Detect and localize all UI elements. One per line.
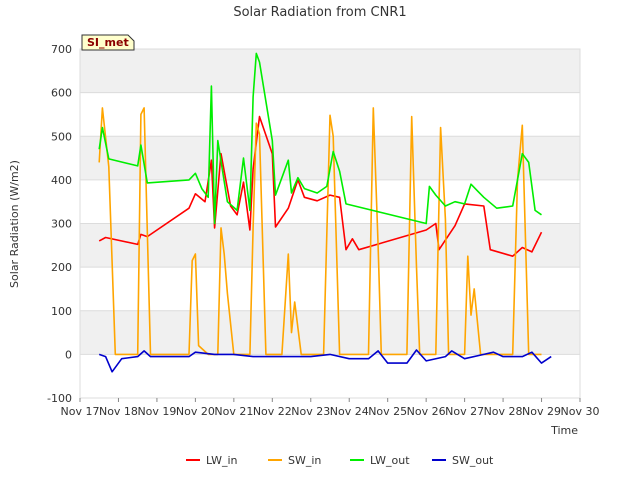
series-line-lw-in bbox=[98, 115, 543, 258]
chart-title: Solar Radiation from CNR1 bbox=[233, 5, 406, 20]
x-tick-label: Nov 21 bbox=[214, 405, 253, 418]
station-badge: SI_met bbox=[81, 34, 135, 51]
series-line-sw-out bbox=[98, 349, 552, 373]
legend-item-label: LW_out bbox=[370, 454, 410, 467]
series-layer bbox=[98, 52, 552, 373]
x-tick-label: Nov 18 bbox=[99, 405, 138, 418]
x-tick-label: Nov 20 bbox=[176, 405, 215, 418]
y-tick-label: 700 bbox=[51, 43, 72, 56]
plot-background-bands bbox=[80, 49, 580, 398]
y-tick-label: 0 bbox=[65, 348, 72, 361]
station-badge-box bbox=[81, 34, 135, 51]
x-tick-label: Nov 17 bbox=[61, 405, 100, 418]
y-tick-label: 200 bbox=[51, 261, 72, 274]
x-axis-label: Time bbox=[550, 424, 578, 437]
x-tick-label: Nov 24 bbox=[330, 405, 369, 418]
series-line-lw-out bbox=[98, 52, 542, 225]
plot-band bbox=[80, 49, 580, 93]
y-tick-label: -100 bbox=[47, 392, 72, 405]
y-tick-label: 600 bbox=[51, 87, 72, 100]
x-tick-label: Nov 27 bbox=[445, 405, 484, 418]
plot-area bbox=[79, 48, 581, 399]
legend-item-label: SW_out bbox=[452, 454, 494, 467]
x-tick-label: Nov 26 bbox=[407, 405, 446, 418]
x-tick-label: Nov 28 bbox=[484, 405, 523, 418]
y-axis-label: Solar Radiation (W/m2) bbox=[8, 160, 21, 288]
x-axis-ticks: Nov 17 Nov 18 Nov 19 Nov 20 Nov 21 Nov 22 Nov … bbox=[61, 398, 600, 418]
plot-band bbox=[80, 179, 580, 224]
plot-band bbox=[80, 267, 580, 311]
y-tick-label: 500 bbox=[51, 130, 72, 143]
x-tick-label: Nov 23 bbox=[291, 405, 330, 418]
legend-item-label: LW_in bbox=[206, 454, 238, 467]
series-line-sw-in bbox=[98, 107, 542, 356]
plot-band bbox=[80, 223, 580, 268]
x-tick-label: Nov 30 bbox=[561, 405, 600, 418]
y-tick-label: 300 bbox=[51, 218, 72, 231]
legend-item-label: SW_in bbox=[288, 454, 321, 467]
x-tick-label: Nov 29 bbox=[522, 405, 561, 418]
legend: LW_in SW_in LW_out SW_out bbox=[186, 454, 494, 467]
plot-band bbox=[80, 354, 580, 398]
x-tick-label: Nov 22 bbox=[253, 405, 292, 418]
y-tick-label: 400 bbox=[51, 174, 72, 187]
x-tick-label: Nov 25 bbox=[368, 405, 407, 418]
station-badge-label: SI_met bbox=[87, 36, 129, 49]
y-tick-label: 100 bbox=[51, 305, 72, 318]
y-axis-ticks: -100 0 100 200 300 400 500 600 700 bbox=[47, 43, 72, 405]
plot-band bbox=[80, 310, 580, 355]
x-tick-label: Nov 19 bbox=[137, 405, 176, 418]
